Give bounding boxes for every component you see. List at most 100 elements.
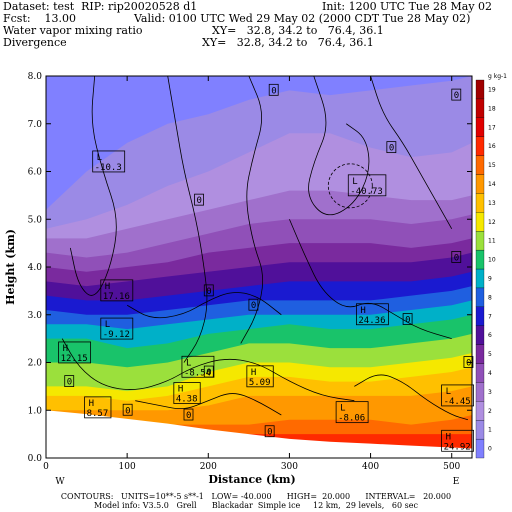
zero-label-text: 0 [454,91,459,101]
field2-xy-label: XY= 32.8, 34.2 to 76.4, 36.1 [202,36,374,49]
extremum-label: H24.36 [355,303,389,326]
colorbar-swatch [475,401,485,421]
extremum-label: L-8.06 [335,401,369,424]
x-tick-label: 400 [362,462,379,472]
y-tick-label: 5.0 [28,215,43,225]
divergence-contour [308,76,370,216]
zero-contour-label: 0 [463,356,474,369]
colorbar-swatch [475,117,485,137]
zero-label-text: 0 [267,428,272,438]
extremum-value: 12.15 [61,354,88,364]
zero-contour-label: 0 [248,298,259,311]
zero-contour-label: 0 [64,375,75,388]
extremum-letter: L [446,387,451,397]
divergence-contour [370,76,453,229]
west-end-label: W [55,477,65,487]
colorbar-label: 17 [488,124,496,131]
extremum-letter: H [360,306,365,316]
extremum-value: 5.09 [249,378,271,388]
zero-label-text: 0 [206,287,211,297]
colorbar-label: 14 [488,181,496,188]
negative-contour [327,163,373,209]
colorbar-swatch [475,268,485,289]
x-axis-label: Distance (km) [208,473,295,486]
colorbar-swatch [475,344,485,364]
colorbar-swatch [475,212,485,232]
x-tick-label: 0 [43,462,49,472]
zero-label-text: 0 [405,316,410,326]
extremum-letter: H [63,344,68,354]
divergence-contour [135,393,282,416]
extremum-label: H24.92 [441,429,475,452]
y-tick-label: 6.0 [28,168,43,178]
colorbar-label: 7 [488,313,492,320]
extremum-value: -9.12 [103,330,130,340]
x-tick-label: 500 [443,462,460,472]
extremum-value: 4.38 [176,395,198,405]
colorbar-label: 10 [488,257,496,264]
colorbar-label: 8 [488,294,492,301]
extremum-value: 24.36 [358,316,385,326]
extremum-label: H12.15 [58,341,92,364]
extremum-value: 24.92 [444,442,471,452]
extremum-label: L-4.45 [441,384,475,407]
colorbar-swatch [475,306,485,326]
zero-label-text: 0 [251,301,256,311]
colorbar-label: 18 [488,105,496,112]
footer-model-info: Model info: V3.5.0 Grell Blackadar Simpl… [94,501,418,510]
colorbar-swatch [475,249,485,270]
colorbar-swatch [475,136,485,156]
colorbar-swatch [475,193,485,213]
colorbar-label: 6 [488,332,492,339]
colorbar-label: 9 [488,275,492,282]
zero-contour-label: 0 [268,83,279,96]
extremum-value: -40.73 [350,187,383,197]
extremum-letter: L [105,320,110,330]
zero-label-text: 0 [125,406,130,416]
divergence-contour [61,338,355,402]
extremum-letter: L [186,358,191,368]
extremum-letter: H [178,385,183,395]
divergence-contour [167,76,208,363]
zero-contour-label: 0 [194,193,204,206]
colorbar-label: 0 [488,446,492,453]
colorbar-label: 15 [488,162,496,169]
colorbar-swatch [475,231,485,251]
divergence-contour [289,219,452,340]
y-tick-label: 2.0 [28,359,43,369]
colorbar-label: 19 [488,86,496,93]
y-tick-label: 1.0 [28,406,43,416]
y-axis-label: Height (km) [4,229,17,305]
extremum-label: H8.57 [84,396,112,419]
extremum-value: -8.54 [184,368,211,378]
colorbar-swatch [475,325,485,345]
colorbar-label: 5 [488,351,492,358]
extremum-value: 8.57 [87,409,109,419]
extremum-label: L-9.12 [100,317,134,340]
colorbar-swatch [475,79,485,100]
colorbar-label: 11 [488,238,496,245]
colorbar-swatch [475,287,485,307]
extremum-letter: L [340,404,345,414]
extremum-label: H5.09 [246,365,274,388]
colorbar-label: 1 [488,427,492,434]
y-tick-label: 0.0 [28,454,43,464]
zero-contour-label: 0 [451,88,462,101]
extremum-value: -8.06 [338,414,365,424]
dataset-label: Dataset: test RIP: rip20020528 d1 [3,0,198,13]
y-tick-label: 8.0 [28,72,43,82]
extremum-letter: H [105,282,110,292]
zero-contour-label: 0 [264,425,275,438]
extremum-label: H17.16 [100,279,134,302]
x-tick-label: 300 [281,462,298,472]
y-tick-label: 3.0 [28,311,43,321]
zero-contour-label: 0 [203,284,214,297]
field1-xy-label: XY= 32.8, 34.2 to 76.4, 36.1 [212,24,384,37]
colorbar-label: 2 [488,408,492,415]
zero-label-text: 0 [466,359,471,369]
extremum-label: H4.38 [173,382,201,405]
zero-label-text: 0 [67,378,72,388]
extremum-label: L-40.73 [347,174,387,197]
